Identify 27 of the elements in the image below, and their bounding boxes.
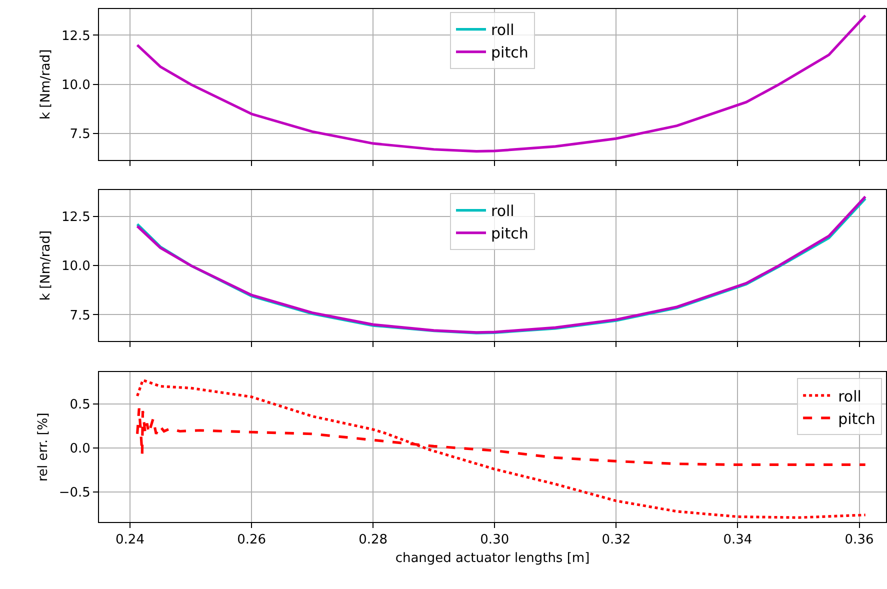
x-tick-label: 0.24 bbox=[116, 532, 144, 548]
y-tick-label: −0.5 bbox=[58, 486, 90, 501]
y-axis-title: rel err. [%] bbox=[36, 412, 51, 482]
x-tick-label: 0.34 bbox=[723, 532, 752, 548]
y-tick-label: 12.5 bbox=[61, 28, 90, 44]
x-axis-title: changed actuator lengths [m] bbox=[395, 551, 590, 566]
x-tick-label: 0.36 bbox=[844, 532, 874, 548]
x-tick-label: 0.26 bbox=[237, 532, 266, 548]
line-series bbox=[136, 14, 867, 153]
y-tick-label: 0.0 bbox=[70, 442, 90, 457]
x-tick-label: 0.32 bbox=[602, 532, 631, 548]
legend-label: roll bbox=[838, 387, 862, 406]
legend-label: roll bbox=[491, 21, 514, 40]
y-tick-label: 10.0 bbox=[61, 78, 90, 93]
y-tick-label: 7.5 bbox=[70, 308, 90, 324]
y-tick-label: 12.5 bbox=[61, 210, 90, 225]
x-tick-label: 0.30 bbox=[480, 532, 510, 548]
y-axis-title: k [Nm/rad] bbox=[38, 49, 54, 120]
legend-label: pitch bbox=[491, 44, 528, 62]
x-tick-label: 0.28 bbox=[358, 532, 388, 548]
y-tick-label: 10.0 bbox=[61, 259, 90, 274]
legend-label: pitch bbox=[491, 224, 528, 243]
legend-label: pitch bbox=[838, 410, 876, 428]
y-tick-label: 7.5 bbox=[70, 127, 90, 142]
legend-label: roll bbox=[491, 202, 514, 220]
y-tick-label: 0.5 bbox=[70, 397, 90, 412]
y-axis-title: k [Nm/rad] bbox=[38, 230, 54, 301]
